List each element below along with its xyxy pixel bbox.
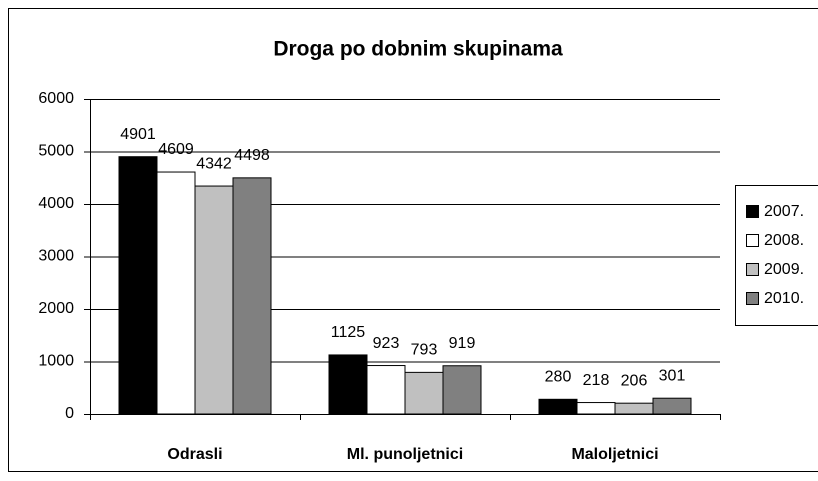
bar [442, 365, 482, 415]
data-label: 206 [621, 372, 648, 389]
y-tick-label: 6000 [38, 90, 74, 107]
legend-swatch [746, 234, 759, 247]
bar [366, 365, 406, 415]
bar [194, 185, 234, 415]
legend-label: 2010. [764, 290, 804, 307]
y-tick-label: 3000 [38, 248, 74, 265]
legend-label: 2007. [764, 203, 804, 220]
legend-label: 2008. [764, 232, 804, 249]
chart-title: Droga po dobnim skupinama [273, 38, 563, 61]
bar [232, 177, 272, 415]
bar [576, 402, 616, 415]
data-label: 4901 [120, 126, 156, 143]
data-label: 923 [373, 335, 400, 352]
data-label: 793 [411, 342, 438, 359]
legend-label: 2009. [764, 261, 804, 278]
legend-swatch [746, 292, 759, 305]
x-tick-label: Maloljetnici [571, 446, 658, 463]
y-tick-label: 5000 [38, 143, 74, 160]
x-tick-label: Odrasli [167, 446, 222, 463]
y-tick-label: 2000 [38, 300, 74, 317]
x-tick-label: Ml. punoljetnici [347, 446, 463, 463]
y-tick-label: 1000 [38, 353, 74, 370]
bar [404, 371, 444, 415]
data-label: 919 [449, 335, 476, 352]
bar [328, 354, 368, 415]
bar [652, 397, 692, 415]
bar [118, 156, 158, 415]
bar [538, 398, 578, 415]
data-label: 218 [583, 372, 610, 389]
bar [156, 171, 196, 415]
y-tick-label: 4000 [38, 195, 74, 212]
data-label: 4342 [196, 155, 232, 172]
bar [614, 402, 654, 415]
data-label: 280 [545, 369, 572, 386]
y-tick-label: 0 [65, 405, 74, 422]
legend-swatch [746, 205, 759, 218]
data-label: 301 [659, 367, 686, 384]
data-label: 1125 [331, 324, 366, 341]
data-label: 4498 [234, 147, 270, 164]
data-label: 4609 [158, 141, 194, 158]
legend-swatch [746, 263, 759, 276]
